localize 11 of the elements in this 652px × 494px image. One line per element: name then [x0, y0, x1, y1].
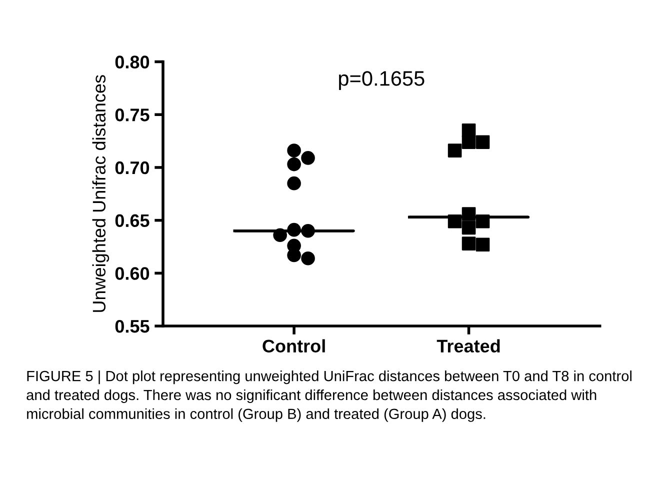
y-tick-label: 0.60	[115, 267, 150, 280]
y-tick-label: 0.65	[115, 214, 150, 228]
caption: FIGURE 5 | Dot plot representing unweighted UniFrac distances between T0 and T8 in control and treated dogs. There was no significant difference between distances associated with microbial communities in control (Group B) and treated (Group A) dogs.	[26, 370, 632, 422]
x-tick-label: Treated	[436, 339, 500, 352]
y-tick-label: 0.80	[115, 56, 150, 68]
y-axis-title: Unweighted Unifrac distances	[92, 75, 110, 312]
y-tick-label: 0.75	[115, 108, 150, 122]
y-tick-label: 0.55	[115, 320, 150, 333]
y-tick-label: 0.70	[115, 161, 150, 174]
x-tick-label: Control	[262, 339, 325, 352]
annotation: p=0.1655	[339, 71, 424, 90]
